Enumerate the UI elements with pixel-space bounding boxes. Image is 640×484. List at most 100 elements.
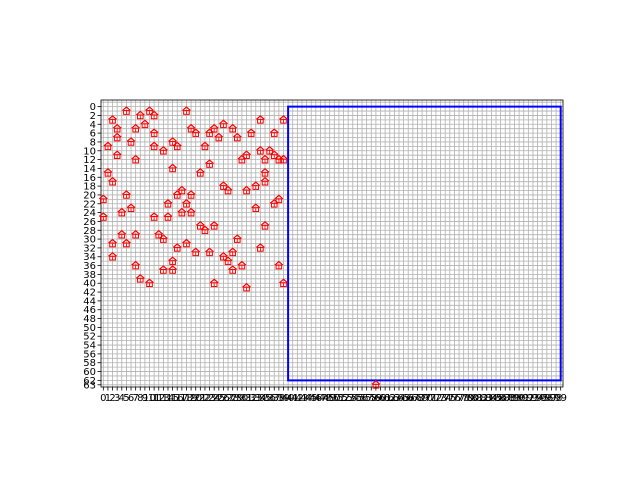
house-roof: [269, 150, 279, 156]
x-tick-label: 79: [462, 393, 475, 404]
house-roof: [200, 225, 210, 231]
x-tick-label: 1: [105, 393, 111, 404]
y-tick-label: 24: [83, 208, 96, 219]
house-icon: [251, 203, 261, 212]
house-roof: [195, 221, 205, 226]
house-roof: [158, 265, 168, 270]
house-roof: [108, 115, 117, 120]
house-roof: [214, 132, 224, 138]
house-roof: [269, 128, 279, 134]
x-tick-label: 86: [494, 393, 507, 404]
x-tick-label: 46: [309, 393, 322, 404]
y-tick-label: 22: [83, 199, 96, 210]
house-icon: [163, 212, 173, 221]
x-tick-label: 3: [114, 393, 120, 404]
x-tick-label: 82: [476, 393, 489, 404]
house-icon: [177, 207, 187, 217]
house-roof: [163, 198, 173, 204]
x-tick-label: 35: [259, 393, 272, 404]
x-tick-label: 78: [457, 393, 470, 404]
x-tick-label: 62: [383, 393, 396, 404]
house-icon: [228, 247, 238, 257]
house-roof: [145, 106, 154, 111]
house-roof: [269, 198, 279, 204]
house-roof: [251, 203, 261, 209]
y-tick-label: 42: [83, 288, 96, 299]
house-roof: [186, 190, 196, 195]
x-tick-label: 97: [545, 393, 558, 404]
house-icon: [186, 190, 196, 199]
x-tick-label: 72: [430, 393, 443, 404]
house-roof: [177, 185, 187, 191]
x-tick-label: 12: [152, 393, 165, 404]
house-icon: [122, 190, 131, 199]
house-roof: [112, 150, 122, 156]
y-tick-label: 12: [83, 155, 96, 166]
house-icon: [279, 115, 288, 124]
x-tick-label: 45: [305, 393, 318, 404]
x-tick-label: 23: [203, 393, 216, 404]
house-icon: [269, 128, 279, 137]
house-roof: [122, 190, 131, 195]
y-tick-label: 32: [83, 243, 96, 254]
house-icon: [108, 238, 117, 248]
x-tick-label: 32: [245, 393, 258, 404]
house-roof: [255, 243, 265, 248]
house-roof: [140, 119, 150, 125]
house-roof: [122, 106, 131, 111]
x-tick-label: 29: [231, 393, 244, 404]
house-icon: [260, 154, 270, 164]
house-roof: [237, 260, 247, 266]
y-tick-label: 63: [83, 380, 96, 391]
x-tick-label: 24: [208, 393, 221, 404]
house-roof: [112, 123, 122, 129]
x-tick-label: 11: [148, 393, 161, 404]
house-icon: [237, 154, 247, 164]
x-tick-label: 59: [370, 393, 383, 404]
x-tick-label: 37: [268, 393, 281, 404]
house-roof: [232, 234, 242, 240]
x-tick-label: 22: [199, 393, 212, 404]
house-icon: [163, 198, 173, 208]
house-roof: [98, 212, 108, 217]
house-icon: [98, 194, 108, 204]
house-roof: [149, 212, 159, 217]
house-icon: [260, 176, 270, 186]
house-roof: [131, 154, 141, 160]
house-roof: [168, 256, 178, 262]
x-tick-label: 88: [504, 393, 517, 404]
house-icon: [112, 132, 122, 142]
house-roof: [135, 110, 145, 116]
house-roof: [242, 150, 251, 156]
house-icon: [200, 141, 210, 151]
house-icon: [122, 238, 131, 248]
house-roof: [219, 119, 228, 125]
x-tick-label: 15: [166, 393, 179, 404]
x-tick-label: 64: [393, 393, 406, 404]
house-roof: [158, 234, 168, 240]
house-icon: [251, 181, 261, 190]
y-tick-label: 36: [83, 261, 96, 272]
house-roof: [117, 207, 127, 213]
y-tick-label: 50: [83, 323, 96, 334]
y-tick-label: 44: [83, 296, 96, 307]
house-roof: [274, 154, 284, 160]
x-tick-label: 30: [236, 393, 249, 404]
x-tick-label: 28: [226, 393, 239, 404]
y-tick-label: 34: [83, 252, 96, 263]
house-icon: [117, 207, 127, 217]
x-tick-label: 77: [453, 393, 466, 404]
y-tick-label: 40: [83, 279, 96, 290]
house-roof: [191, 247, 201, 253]
house-roof: [205, 247, 214, 253]
x-tick-label: 21: [194, 393, 207, 404]
house-roof: [168, 265, 178, 270]
house-icon: [158, 234, 168, 243]
x-tick-label: 13: [157, 393, 170, 404]
house-icon: [168, 256, 178, 265]
x-tick-label: 10: [143, 393, 156, 404]
house-roof: [209, 123, 219, 129]
x-tick-label: 65: [397, 393, 410, 404]
x-tick-label: 98: [550, 393, 563, 404]
